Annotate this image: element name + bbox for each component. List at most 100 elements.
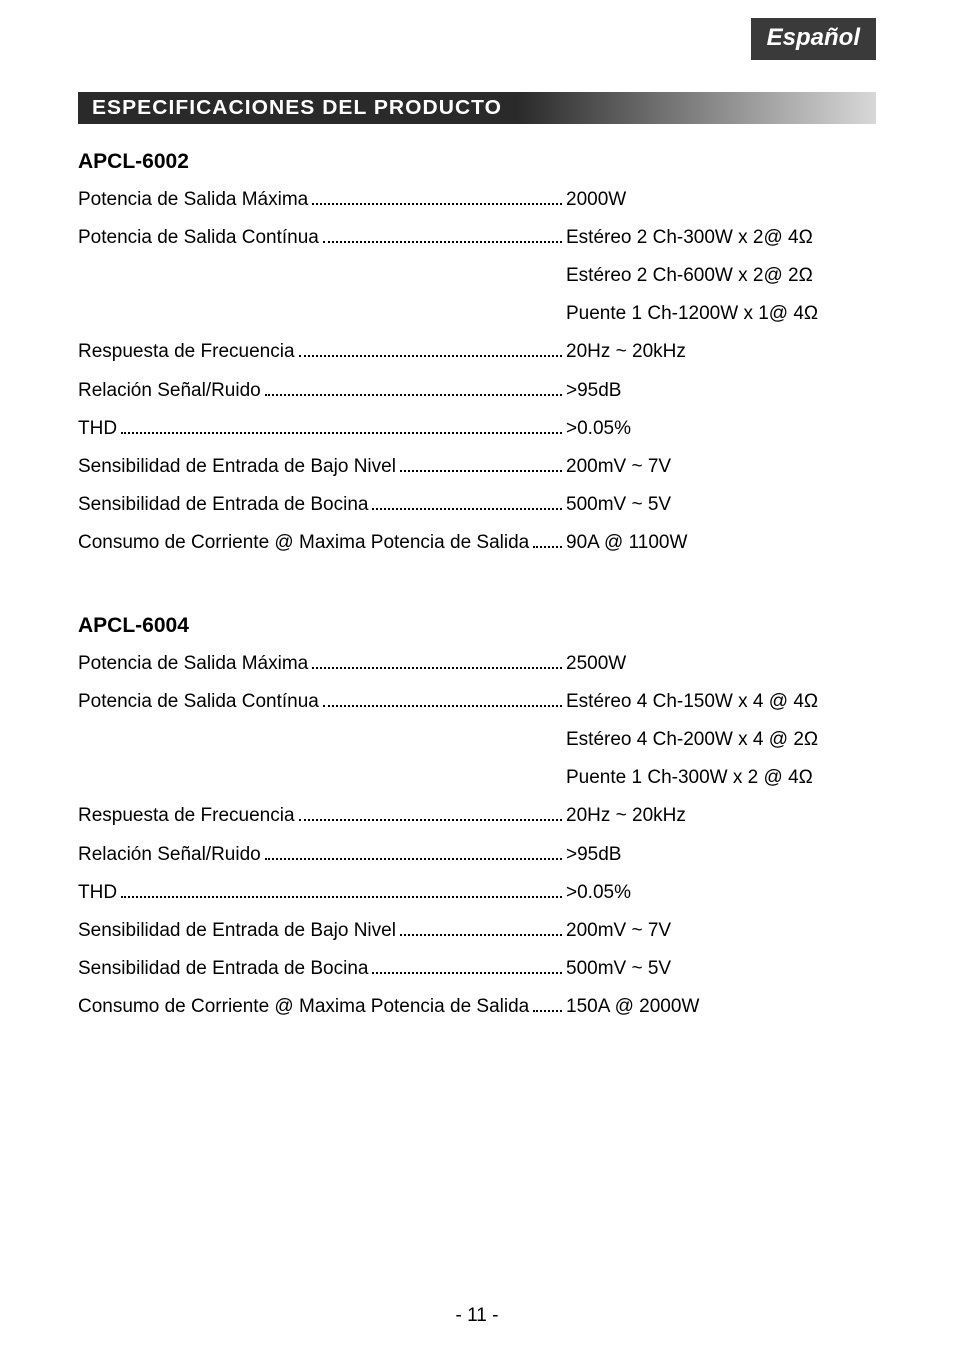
spec-value: Estéreo 2 Ch-600W x 2@ 2Ω	[566, 265, 813, 286]
spec-dots	[533, 995, 562, 1012]
spec-label: Potencia de Salida Contínua	[78, 692, 319, 711]
spec-dots	[323, 226, 562, 243]
spec-label: Relación Señal/Ruido	[78, 381, 261, 400]
spec-row: Potencia de Salida Máxima 2500W	[78, 652, 876, 673]
spec-block: APCL-6004Potencia de Salida Máxima2500WP…	[78, 614, 876, 1016]
spec-label: Sensibilidad de Entrada de Bocina	[78, 959, 368, 978]
spec-value-col: Estéreo 2 Ch-600W x 2@ 2Ω	[566, 266, 876, 285]
spec-dots	[265, 842, 562, 859]
spec-row: THD >0.05%	[78, 417, 876, 438]
spec-value: 2500W	[566, 653, 626, 674]
spec-row: Consumo de Corriente @ Maxima Potencia d…	[78, 531, 876, 552]
spec-row: Sensibilidad de Entrada de Bajo Nivel 200…	[78, 455, 876, 476]
spec-dots	[400, 455, 562, 472]
spec-dots	[299, 804, 562, 821]
spec-value: Estéreo 2 Ch-300W x 2@ 4Ω	[566, 227, 813, 248]
spec-row: Respuesta de Frecuencia 20Hz ~ 20kHz	[78, 804, 876, 825]
spec-row: Estéreo 2 Ch-600W x 2@ 2Ω	[78, 264, 876, 285]
spec-dots	[265, 378, 562, 395]
spec-row: Sensibilidad de Entrada de Bocina 500mV ~…	[78, 957, 876, 978]
spec-value-col: Estéreo 2 Ch-300W x 2@ 4Ω	[566, 228, 876, 247]
spec-value-col: >95dB	[566, 845, 876, 864]
spec-value-col: 200mV ~ 7V	[566, 921, 876, 940]
spec-value-col: 500mV ~ 5V	[566, 495, 876, 514]
spec-row: THD >0.05%	[78, 881, 876, 902]
spec-value: 90A @ 1100W	[566, 532, 687, 553]
spec-value: 2000W	[566, 189, 626, 210]
page-number: - 11 -	[0, 1305, 954, 1327]
spec-value: 200mV ~ 7V	[566, 920, 671, 941]
spec-dots	[312, 188, 562, 205]
spec-value-col: 200mV ~ 7V	[566, 457, 876, 476]
spec-label: Relación Señal/Ruido	[78, 845, 261, 864]
models-container: APCL-6002Potencia de Salida Máxima2000WP…	[78, 150, 876, 1016]
section-title: ESPECIFICACIONES DEL PRODUCTO	[92, 97, 502, 120]
spec-label: Potencia de Salida Máxima	[78, 190, 308, 209]
spec-dots	[400, 919, 562, 936]
spec-value-col: 150A @ 2000W	[566, 997, 876, 1016]
spec-value: 20Hz ~ 20kHz	[566, 341, 686, 362]
spec-row: Puente 1 Ch-300W x 2 @ 4Ω	[78, 766, 876, 787]
spec-row: Sensibilidad de Entrada de Bajo Nivel 200…	[78, 919, 876, 940]
spec-value: Estéreo 4 Ch-200W x 4 @ 2Ω	[566, 729, 818, 750]
spec-dots	[312, 652, 562, 669]
spec-value-col: 90A @ 1100W	[566, 533, 876, 552]
spec-label: THD	[78, 419, 117, 438]
spec-dots	[82, 302, 562, 319]
spec-dots	[82, 728, 562, 745]
spec-value-col: 2500W	[566, 654, 876, 673]
spec-row: Estéreo 4 Ch-200W x 4 @ 2Ω	[78, 728, 876, 749]
spec-row: Puente 1 Ch-1200W x 1@ 4Ω	[78, 302, 876, 323]
spec-label: Sensibilidad de Entrada de Bajo Nivel	[78, 457, 396, 476]
spec-value-col: Estéreo 4 Ch-200W x 4 @ 2Ω	[566, 730, 876, 749]
spec-value: >0.05%	[566, 418, 631, 439]
spec-label: Potencia de Salida Máxima	[78, 654, 308, 673]
spec-label: Respuesta de Frecuencia	[78, 342, 295, 361]
spec-value-col: >95dB	[566, 381, 876, 400]
spec-dots	[121, 881, 562, 898]
spec-row: Potencia de Salida Contínua Estéreo 4 Ch-…	[78, 690, 876, 711]
spec-block: APCL-6002Potencia de Salida Máxima2000WP…	[78, 150, 876, 552]
language-tab-text: Español	[767, 24, 860, 51]
section-header: ESPECIFICACIONES DEL PRODUCTO	[78, 92, 876, 124]
spec-value-col: Puente 1 Ch-300W x 2 @ 4Ω	[566, 768, 876, 787]
model-heading: APCL-6004	[78, 614, 876, 638]
spec-label: Consumo de Corriente @ Maxima Potencia d…	[78, 997, 529, 1016]
spec-dots	[533, 531, 562, 548]
spec-row: Potencia de Salida Máxima 2000W	[78, 188, 876, 209]
spec-value-col: 2000W	[566, 190, 876, 209]
spec-value: Puente 1 Ch-1200W x 1@ 4Ω	[566, 303, 818, 324]
spec-label: THD	[78, 883, 117, 902]
spec-label: Sensibilidad de Entrada de Bajo Nivel	[78, 921, 396, 940]
spec-row: Respuesta de Frecuencia 20Hz ~ 20kHz	[78, 340, 876, 361]
spec-value: 20Hz ~ 20kHz	[566, 805, 686, 826]
spec-dots	[299, 340, 562, 357]
spec-value-col: 20Hz ~ 20kHz	[566, 806, 876, 825]
spec-row: Relación Señal/Ruido >95dB	[78, 842, 876, 863]
spec-value: Estéreo 4 Ch-150W x 4 @ 4Ω	[566, 691, 818, 712]
spec-row: Relación Señal/Ruido >95dB	[78, 378, 876, 399]
spec-value: 500mV ~ 5V	[566, 494, 671, 515]
spec-label: Potencia de Salida Contínua	[78, 228, 319, 247]
spec-value: 500mV ~ 5V	[566, 958, 671, 979]
language-tab: Español	[751, 18, 876, 60]
spec-value: 200mV ~ 7V	[566, 456, 671, 477]
spec-dots	[372, 493, 562, 510]
spec-dots	[121, 417, 562, 434]
spec-value-col: Puente 1 Ch-1200W x 1@ 4Ω	[566, 304, 876, 323]
model-heading: APCL-6002	[78, 150, 876, 174]
spec-value: >95dB	[566, 844, 621, 865]
spec-value: 150A @ 2000W	[566, 996, 699, 1017]
spec-label: Sensibilidad de Entrada de Bocina	[78, 495, 368, 514]
spec-label: Consumo de Corriente @ Maxima Potencia d…	[78, 533, 529, 552]
spec-value-col: 500mV ~ 5V	[566, 959, 876, 978]
spec-value: >95dB	[566, 380, 621, 401]
spec-dots	[82, 766, 562, 783]
spec-label: Respuesta de Frecuencia	[78, 806, 295, 825]
spec-row: Consumo de Corriente @ Maxima Potencia d…	[78, 995, 876, 1016]
spec-dots	[82, 264, 562, 281]
spec-dots	[372, 957, 562, 974]
spec-value-col: >0.05%	[566, 419, 876, 438]
spec-value-col: Estéreo 4 Ch-150W x 4 @ 4Ω	[566, 692, 876, 711]
spec-value: >0.05%	[566, 882, 631, 903]
